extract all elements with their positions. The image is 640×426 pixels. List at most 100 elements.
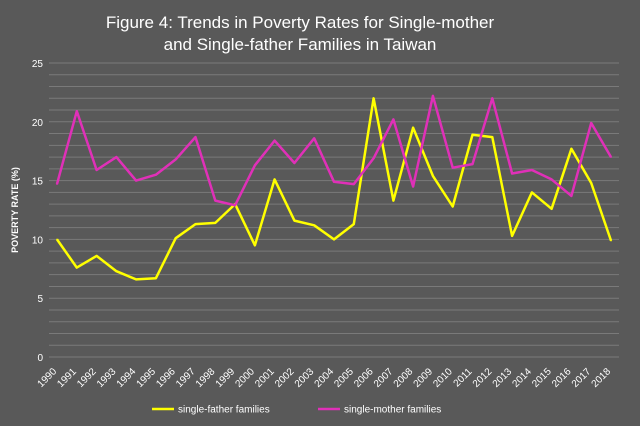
data-point	[135, 278, 137, 281]
x-tick-label: 2000	[233, 366, 257, 390]
data-point	[56, 238, 58, 241]
series-line-single-mother-families	[55, 94, 613, 207]
data-point	[432, 95, 434, 97]
data-point	[313, 137, 316, 140]
x-tick-label: 2017	[570, 366, 594, 390]
data-point	[471, 133, 474, 136]
data-point	[95, 255, 98, 257]
x-tick-label: 2008	[392, 366, 416, 390]
y-tick-label: 20	[32, 118, 44, 129]
x-tick-label: 1999	[214, 366, 238, 390]
y-tick-label: 10	[32, 235, 44, 246]
data-point	[115, 156, 118, 158]
data-point	[155, 277, 157, 280]
data-point	[56, 183, 58, 185]
data-point	[471, 163, 474, 165]
x-tick-label: 1990	[36, 366, 60, 390]
y-tick-label: 5	[37, 294, 43, 305]
data-point	[333, 238, 335, 241]
x-tick-label: 2007	[372, 366, 396, 390]
data-point	[531, 191, 533, 194]
data-point	[234, 204, 236, 207]
data-point	[135, 179, 137, 182]
data-point	[590, 182, 593, 184]
x-tick-label: 2016	[550, 366, 574, 390]
data-point	[214, 222, 217, 224]
legend: single-father families single-mother fami…	[152, 405, 441, 416]
data-point	[372, 157, 375, 160]
y-tick-label: 25	[32, 59, 44, 70]
data-point	[392, 118, 395, 121]
data-point	[550, 208, 553, 210]
x-tick-label: 2009	[412, 366, 436, 390]
data-point	[95, 169, 98, 171]
data-point	[194, 223, 197, 225]
x-tick-label: 2004	[313, 366, 337, 390]
data-point	[75, 110, 78, 113]
x-tick-label: 1992	[75, 366, 99, 390]
data-point	[75, 266, 78, 269]
data-point	[293, 162, 296, 164]
data-point	[451, 166, 454, 169]
x-tick-label: 1995	[135, 366, 159, 390]
x-tick-label: 2001	[253, 366, 277, 390]
data-point	[273, 178, 276, 181]
x-tick-label: 1994	[115, 366, 139, 390]
gridlines	[49, 62, 619, 358]
data-point	[451, 205, 454, 208]
data-point	[531, 169, 533, 171]
series-lines	[55, 94, 613, 281]
y-axis-title: POVERTY RATE (%)	[10, 167, 20, 253]
legend-label: single-mother families	[344, 405, 441, 416]
data-point	[392, 199, 395, 202]
data-point	[313, 224, 316, 227]
y-tick-label: 15	[32, 177, 44, 188]
data-point	[155, 173, 157, 176]
data-point	[610, 156, 612, 158]
data-point	[254, 164, 256, 167]
x-tick-label: 2015	[530, 366, 554, 390]
x-tick-label: 2012	[471, 366, 495, 390]
x-tick-label: 1993	[95, 366, 119, 390]
data-point	[432, 175, 434, 177]
x-tick-label: 2011	[452, 366, 475, 389]
data-point	[570, 148, 573, 150]
data-point	[293, 219, 296, 222]
data-point	[352, 223, 355, 225]
series-line-single-father-families	[55, 97, 613, 281]
x-tick-label: 2005	[332, 366, 356, 390]
data-point	[214, 199, 217, 202]
data-point	[273, 139, 276, 142]
data-point	[372, 97, 375, 100]
data-point	[194, 136, 197, 138]
x-tick-label: 1997	[174, 366, 198, 390]
x-tick-label: 2014	[510, 366, 534, 390]
data-point	[590, 122, 593, 124]
data-point	[511, 172, 513, 175]
data-point	[491, 97, 494, 100]
x-tick-label: 1991	[55, 366, 79, 390]
y-axis-ticks: 0 5 10 15 20 25	[32, 59, 44, 364]
data-point	[333, 180, 335, 183]
x-tick-label: 2003	[293, 366, 317, 390]
data-point	[174, 158, 177, 161]
data-point	[491, 136, 494, 138]
data-point	[174, 237, 177, 240]
data-point	[412, 126, 414, 129]
x-tick-label: 2013	[491, 366, 515, 390]
chart-title-line-1: Figure 4: Trends in Poverty Rates for Si…	[106, 13, 495, 32]
data-point	[115, 270, 118, 272]
x-axis-ticks: 1990199119921993199419951996199719981999…	[36, 366, 614, 390]
data-point	[352, 183, 355, 185]
x-tick-label: 1998	[194, 366, 218, 390]
x-tick-label: 1996	[154, 366, 178, 390]
legend-label: single-father families	[178, 405, 270, 416]
y-tick-label: 0	[37, 353, 43, 364]
data-point	[550, 178, 553, 181]
data-point	[254, 244, 256, 247]
chart-title-line-2: and Single-father Families in Taiwan	[164, 35, 437, 54]
x-tick-label: 2018	[590, 366, 614, 390]
data-point	[511, 235, 513, 237]
